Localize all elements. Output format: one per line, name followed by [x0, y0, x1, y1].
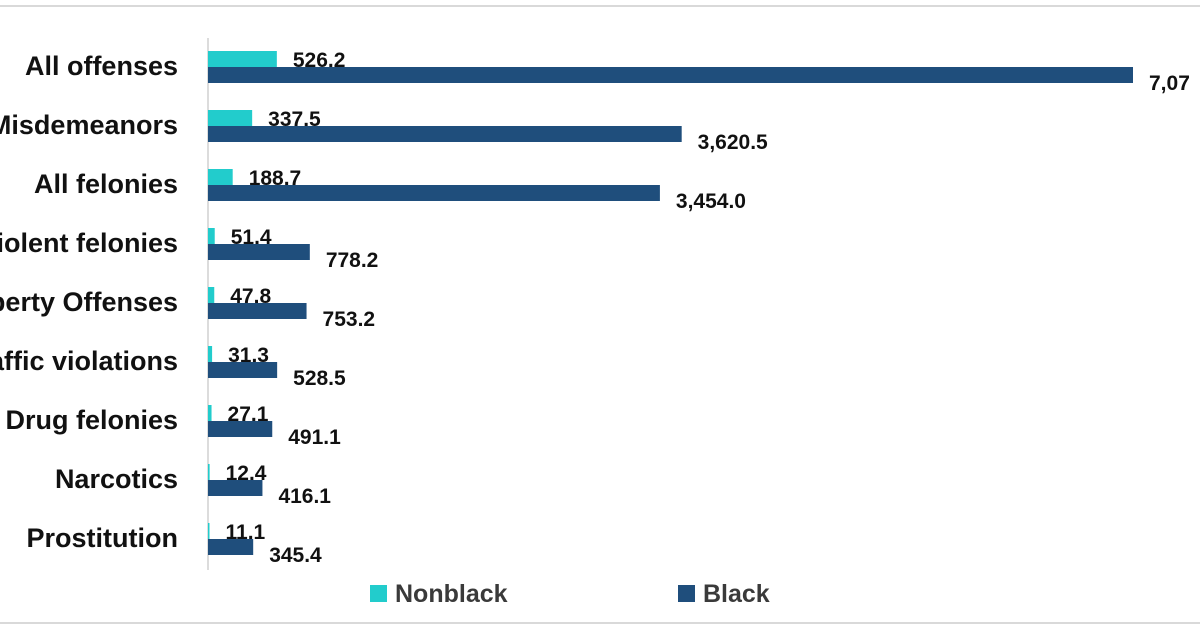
bar-nonblack-misdemeanors [208, 110, 253, 126]
legend: Nonblack Black [370, 580, 770, 608]
value-label-nonblack-traffic-violations: 31.3 [228, 344, 269, 367]
legend-swatch-nonblack [370, 585, 387, 602]
value-label-black-narcotics: 416.1 [278, 485, 331, 508]
category-label-all-offenses: All offenses [25, 51, 178, 81]
value-label-nonblack-property-offenses: 47.8 [230, 285, 271, 308]
value-label-black-violent-felonies: 778.2 [326, 249, 379, 272]
value-label-nonblack-prostitution: 11.1 [226, 521, 266, 544]
category-label-narcotics: Narcotics [55, 464, 178, 494]
value-label-nonblack-all-felonies: 188.7 [249, 167, 302, 190]
value-labels: 526.2 7,07 337.5 3,620.5 188.7 3,454.0 51.4 778… [226, 49, 1190, 567]
category-label-misdemeanors: Misdemeanors [0, 110, 178, 140]
bar-nonblack-property-offenses [208, 287, 215, 303]
value-label-black-all-felonies: 3,454.0 [676, 190, 746, 213]
legend-swatch-black [678, 585, 695, 602]
bar-nonblack-narcotics [208, 464, 210, 480]
value-label-nonblack-misdemeanors: 337.5 [268, 108, 321, 131]
category-label-all-felonies: All felonies [34, 169, 178, 199]
category-label-drug-felonies: Drug felonies [5, 405, 178, 435]
category-label-violent-felonies: Violent felonies [0, 228, 178, 258]
category-labels: All offenses Misdemeanors All felonies Viol… [0, 51, 178, 553]
value-label-black-traffic-violations: 528.5 [293, 367, 346, 390]
bar-black-all-offenses [208, 67, 1133, 83]
legend-label-black: Black [703, 580, 770, 608]
value-label-nonblack-narcotics: 12.4 [226, 462, 267, 485]
value-label-black-prostitution: 345.4 [269, 544, 322, 567]
value-label-nonblack-drug-felonies: 27.1 [228, 403, 269, 426]
bar-black-violent-felonies [208, 244, 310, 260]
bar-black-traffic-violations [208, 362, 278, 378]
legend-label-nonblack: Nonblack [395, 580, 508, 608]
bar-nonblack-drug-felonies [208, 405, 212, 421]
category-label-prostitution: Prostitution [27, 523, 178, 553]
bar-nonblack-violent-felonies [208, 228, 215, 244]
bar-black-misdemeanors [208, 126, 682, 142]
category-label-traffic-violations: Traffic violations [0, 346, 178, 376]
bar-nonblack-all-offenses [208, 51, 277, 67]
bar-black-property-offenses [208, 303, 307, 319]
bar-black-narcotics [208, 480, 263, 496]
bar-nonblack-traffic-violations [208, 346, 213, 362]
value-label-black-drug-felonies: 491.1 [288, 426, 341, 449]
value-label-black-all-offenses: 7,07 [1149, 72, 1190, 95]
bar-black-drug-felonies [208, 421, 273, 437]
value-label-nonblack-all-offenses: 526.2 [293, 49, 346, 72]
bars-layer [208, 51, 1133, 555]
category-label-property-offenses: Property Offenses [0, 287, 178, 317]
bar-nonblack-all-felonies [208, 169, 233, 185]
value-label-black-property-offenses: 753.2 [323, 308, 376, 331]
bar-black-prostitution [208, 539, 254, 555]
value-label-nonblack-violent-felonies: 51.4 [231, 226, 272, 249]
value-label-black-misdemeanors: 3,620.5 [698, 131, 768, 154]
bar-nonblack-prostitution [208, 523, 210, 539]
bar-black-all-felonies [208, 185, 660, 201]
